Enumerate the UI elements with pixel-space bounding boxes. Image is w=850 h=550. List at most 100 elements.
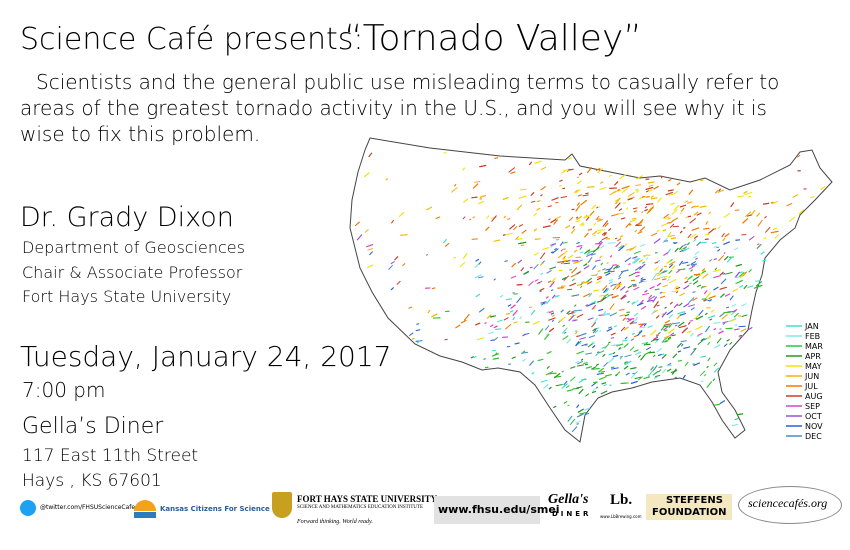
tornado-track <box>390 219 395 224</box>
tornado-track <box>638 323 643 326</box>
tornado-track <box>576 350 584 355</box>
tornado-track <box>678 302 683 306</box>
tornado-track <box>639 196 647 199</box>
tornado-track <box>639 326 646 329</box>
tornado-track <box>668 322 674 329</box>
tornado-track <box>478 307 485 313</box>
tornado-track <box>592 230 598 235</box>
tornado-track <box>571 426 578 433</box>
tornado-track <box>659 269 663 273</box>
tornado-track <box>473 355 477 359</box>
tornado-track <box>729 318 737 322</box>
tornado-track <box>688 297 695 304</box>
tornado-track <box>587 228 592 231</box>
tornado-track <box>550 244 555 248</box>
tornado-track <box>672 225 679 228</box>
tornado-track <box>624 336 628 340</box>
tornado-track <box>603 232 607 235</box>
tornado-track <box>368 152 373 158</box>
tornado-track <box>431 313 438 318</box>
tornado-track <box>415 329 421 332</box>
tornado-track <box>733 312 739 318</box>
tornado-track <box>607 265 614 272</box>
tornado-track <box>474 180 481 183</box>
tornado-track <box>735 264 742 267</box>
tornado-track <box>394 256 399 261</box>
lb-name: Lb. <box>610 492 633 508</box>
tornado-track <box>638 354 641 358</box>
tornado-track <box>463 198 469 203</box>
tornado-track <box>579 337 586 340</box>
tornado-track <box>582 281 589 284</box>
tornado-track <box>733 247 739 251</box>
tornado-track <box>575 188 581 193</box>
tornado-track <box>561 168 568 174</box>
tornado-track <box>546 310 551 314</box>
tornado-track <box>670 237 676 240</box>
tornado-track <box>594 259 601 262</box>
tornado-track <box>691 265 696 267</box>
tornado-track <box>597 231 602 235</box>
tornado-track <box>663 275 668 279</box>
tornado-track <box>587 186 595 188</box>
tornado-track <box>744 191 753 196</box>
tornado-track <box>534 278 539 282</box>
tornado-track <box>729 341 733 345</box>
tornado-track <box>570 274 577 278</box>
url[interactable]: www.fhsu.edu/smei <box>438 503 560 516</box>
tornado-track <box>724 255 729 261</box>
tornado-track <box>493 239 501 242</box>
tornado-track <box>688 266 694 270</box>
tornado-track <box>721 314 728 320</box>
tornado-track <box>577 284 581 286</box>
tornado-track <box>576 313 584 318</box>
tornado-track <box>674 324 678 327</box>
tornado-track <box>675 190 678 194</box>
tornado-track <box>579 246 583 250</box>
tornado-track <box>689 320 693 322</box>
tornado-track <box>697 340 704 345</box>
tornado-track <box>604 343 610 349</box>
tornado-track <box>695 257 698 260</box>
tornado-track <box>592 388 595 392</box>
tornado-track <box>595 280 601 284</box>
tornado-track <box>443 151 447 154</box>
tornado-track <box>650 195 654 199</box>
tornado-track <box>543 384 549 389</box>
tornado-track <box>696 284 702 288</box>
tornado-track <box>755 280 761 282</box>
tornado-track <box>552 314 555 317</box>
tornado-track <box>591 345 596 349</box>
tornado-track <box>544 333 550 340</box>
tornado-track <box>493 278 496 281</box>
tornado-track <box>713 275 721 279</box>
tornado-track <box>562 324 566 327</box>
tornado-track <box>684 200 689 203</box>
tornado-track <box>627 285 633 289</box>
tornado-track <box>587 343 593 348</box>
tornado-track <box>650 197 658 200</box>
tornado-track <box>772 227 778 230</box>
tornado-track <box>550 218 557 224</box>
tornado-track <box>566 310 571 315</box>
tornado-track <box>644 206 648 209</box>
tornado-track <box>755 281 763 287</box>
tornado-track <box>696 315 704 320</box>
tornado-track <box>604 222 609 227</box>
tornado-track <box>735 271 740 278</box>
tornado-track <box>764 215 767 219</box>
tornado-track <box>533 212 537 217</box>
tornado-track <box>719 286 727 290</box>
tornado-track <box>706 381 713 388</box>
tornado-track <box>555 384 563 387</box>
tornado-track <box>604 313 611 316</box>
tornado-track <box>536 207 541 211</box>
tornado-track <box>506 232 513 236</box>
tornado-track <box>739 272 745 279</box>
tornado-track <box>739 271 743 274</box>
tornado-track <box>546 269 552 274</box>
tornado-track <box>667 217 671 220</box>
tornado-track <box>576 241 580 245</box>
tornado-track <box>645 189 650 193</box>
tornado-track <box>512 316 516 321</box>
